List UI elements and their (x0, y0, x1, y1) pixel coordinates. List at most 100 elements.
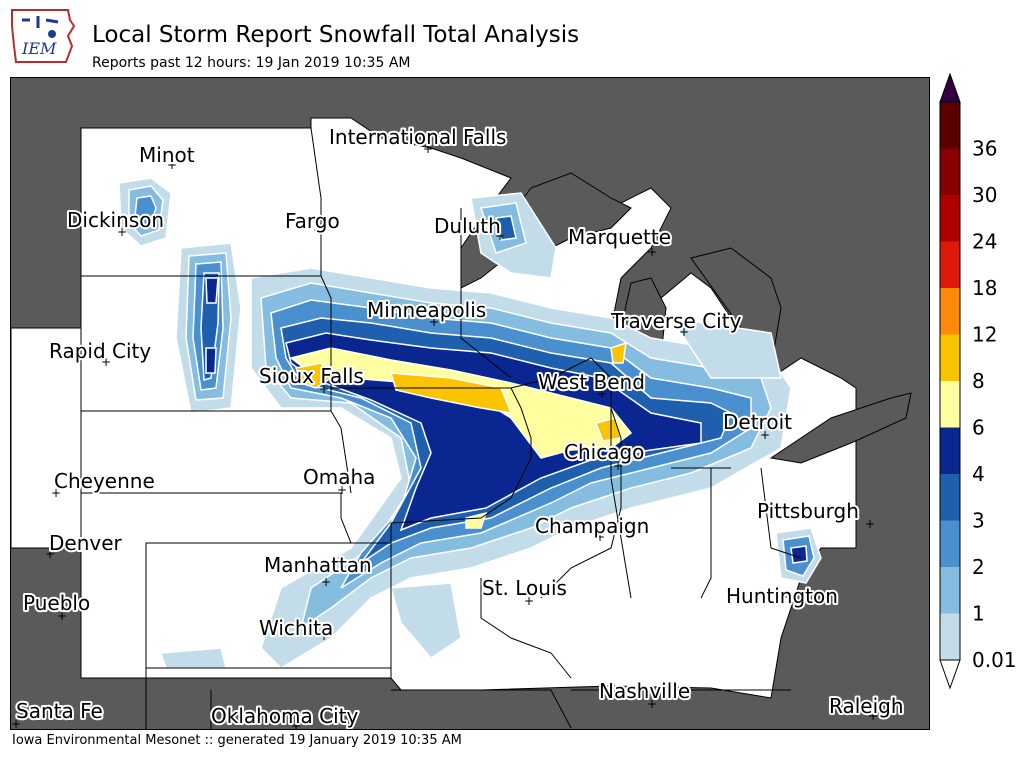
svg-text:Oklahoma City: Oklahoma City (211, 704, 359, 728)
svg-text:Duluth: Duluth (434, 214, 501, 238)
snowfall-contours (118, 177, 822, 669)
city-fargo: +Fargo (283, 207, 342, 237)
colorbar-under-arrow (939, 659, 961, 690)
svg-text:Detroit: Detroit (723, 410, 792, 434)
city-west-bend: +West Bend (536, 368, 647, 401)
colorbar-tick-label: 30 (972, 183, 997, 207)
city-manhattan: +Manhattan (262, 551, 374, 589)
city-denver: +Denver (45, 529, 125, 561)
svg-text:International Falls: International Falls (329, 125, 506, 149)
colorbar-tick-label: 12 (972, 323, 997, 347)
city-chicago: +Chicago (562, 438, 646, 473)
city-omaha: +Omaha (301, 463, 377, 497)
svg-text:Pittsburgh: Pittsburgh (757, 499, 859, 523)
svg-text:+: + (51, 486, 61, 500)
svg-text:+: + (613, 459, 623, 473)
svg-text:West Bend: West Bend (538, 370, 645, 394)
colorbar-frame (939, 101, 961, 661)
svg-text:Omaha: Omaha (303, 465, 375, 489)
svg-text:Minneapolis: Minneapolis (367, 298, 486, 322)
colorbar-segment (940, 334, 960, 381)
colorbar-segment (940, 613, 960, 660)
svg-text:Pueblo: Pueblo (23, 591, 90, 615)
colorbar-tick-label: 18 (972, 276, 997, 300)
city-traverse-city: +Traverse City (608, 307, 744, 339)
svg-text:+: + (865, 517, 875, 531)
svg-text:+: + (291, 719, 301, 730)
svg-text:Nashville: Nashville (599, 679, 690, 703)
svg-text:+: + (779, 590, 789, 604)
svg-text:St. Louis: St. Louis (482, 576, 567, 600)
colorbar-tick-label: 24 (972, 230, 997, 254)
svg-text:Wichita: Wichita (259, 616, 333, 640)
svg-text:Santa Fe: Santa Fe (16, 699, 103, 723)
svg-text:+: + (495, 229, 505, 243)
city-huntington: +Huntington (724, 582, 840, 610)
city-detroit: +Detroit (721, 408, 794, 442)
colorbar-over-arrow (939, 72, 961, 103)
logo-text: IEM (21, 39, 57, 58)
svg-text:Minot: Minot (139, 143, 195, 167)
svg-text:Cheyenne: Cheyenne (54, 469, 155, 493)
svg-text:+: + (595, 530, 605, 544)
svg-text:+: + (117, 225, 127, 239)
svg-text:Raleigh: Raleigh (829, 694, 904, 718)
colorbar-segment (940, 148, 960, 195)
colorbar-legend: 0.01 1 2 3 4 6 8 12 18 24 30 36 (936, 72, 1017, 768)
svg-text:Champaign: Champaign (535, 514, 649, 538)
svg-text:Huntington: Huntington (726, 584, 838, 608)
svg-text:+: + (319, 382, 329, 396)
svg-text:+: + (760, 428, 770, 442)
svg-text:+: + (101, 355, 111, 369)
colorbar-tick-label: 4 (972, 462, 985, 486)
svg-text:Manhattan: Manhattan (264, 553, 372, 577)
svg-text:+: + (868, 709, 878, 723)
svg-text:Marquette: Marquette (568, 225, 671, 249)
svg-text:+: + (597, 387, 607, 401)
city-cheyenne: +Cheyenne (51, 467, 157, 500)
colorbar-segment (940, 241, 960, 288)
footer-credit: Iowa Environmental Mesonet :: generated … (12, 733, 462, 748)
svg-text:Denver: Denver (49, 531, 123, 555)
colorbar-tick-label: 1 (972, 602, 985, 626)
page-subtitle: Reports past 12 hours: 19 Jan 2019 10:35… (92, 55, 411, 71)
colorbar-segment (940, 567, 960, 614)
svg-text:+: + (524, 594, 534, 608)
colorbar-tick-label: 3 (972, 509, 985, 533)
colorbar-tick-label: 8 (972, 369, 985, 393)
svg-text:+: + (429, 315, 439, 329)
colorbar-segment (940, 288, 960, 335)
city-pueblo: +Pueblo (21, 589, 92, 623)
city-minneapolis: +Minneapolis (365, 296, 488, 329)
svg-text:+: + (647, 697, 657, 711)
svg-text:+: + (167, 158, 177, 172)
city-minot: +Minot (137, 141, 197, 172)
svg-text:Sioux Falls: Sioux Falls (259, 364, 364, 388)
page-title: Local Storm Report Snowfall Total Analys… (92, 22, 580, 48)
colorbar-tick-label: 36 (972, 137, 997, 161)
city-nashville: +Nashville (597, 677, 692, 711)
svg-text:+: + (337, 483, 347, 497)
city-oklahoma-city: +Oklahoma City (209, 702, 361, 730)
svg-text:+: + (57, 609, 67, 623)
colorbar-tick-label: 0.01 (972, 648, 1016, 672)
state-borders (80, 127, 802, 729)
snowfall-map: + International Falls + Minot + Dickinson +… (10, 77, 930, 730)
city-st-louis: +St. Louis (480, 574, 569, 608)
city-pittsburgh: + Pittsburgh (755, 497, 875, 531)
colorbar-segment (940, 102, 960, 149)
city-santa-fe: +Santa Fe (11, 697, 105, 729)
iem-logo: IEM (8, 6, 76, 68)
city-duluth: +Duluth (432, 212, 505, 243)
city-dickinson: +Dickinson (65, 206, 166, 239)
colorbar-tick-label: 2 (972, 555, 985, 579)
city-sioux-falls: +Sioux Falls (257, 362, 366, 396)
svg-text:Fargo: Fargo (285, 209, 340, 233)
svg-text:+: + (313, 223, 323, 237)
city-marquette: +Marquette (566, 223, 673, 259)
city-raleigh: +Raleigh (827, 692, 906, 723)
lake-erie (769, 392, 912, 464)
svg-text:+: + (45, 547, 55, 561)
city-champaign: +Champaign (533, 512, 651, 544)
svg-text:Dickinson: Dickinson (67, 208, 164, 232)
